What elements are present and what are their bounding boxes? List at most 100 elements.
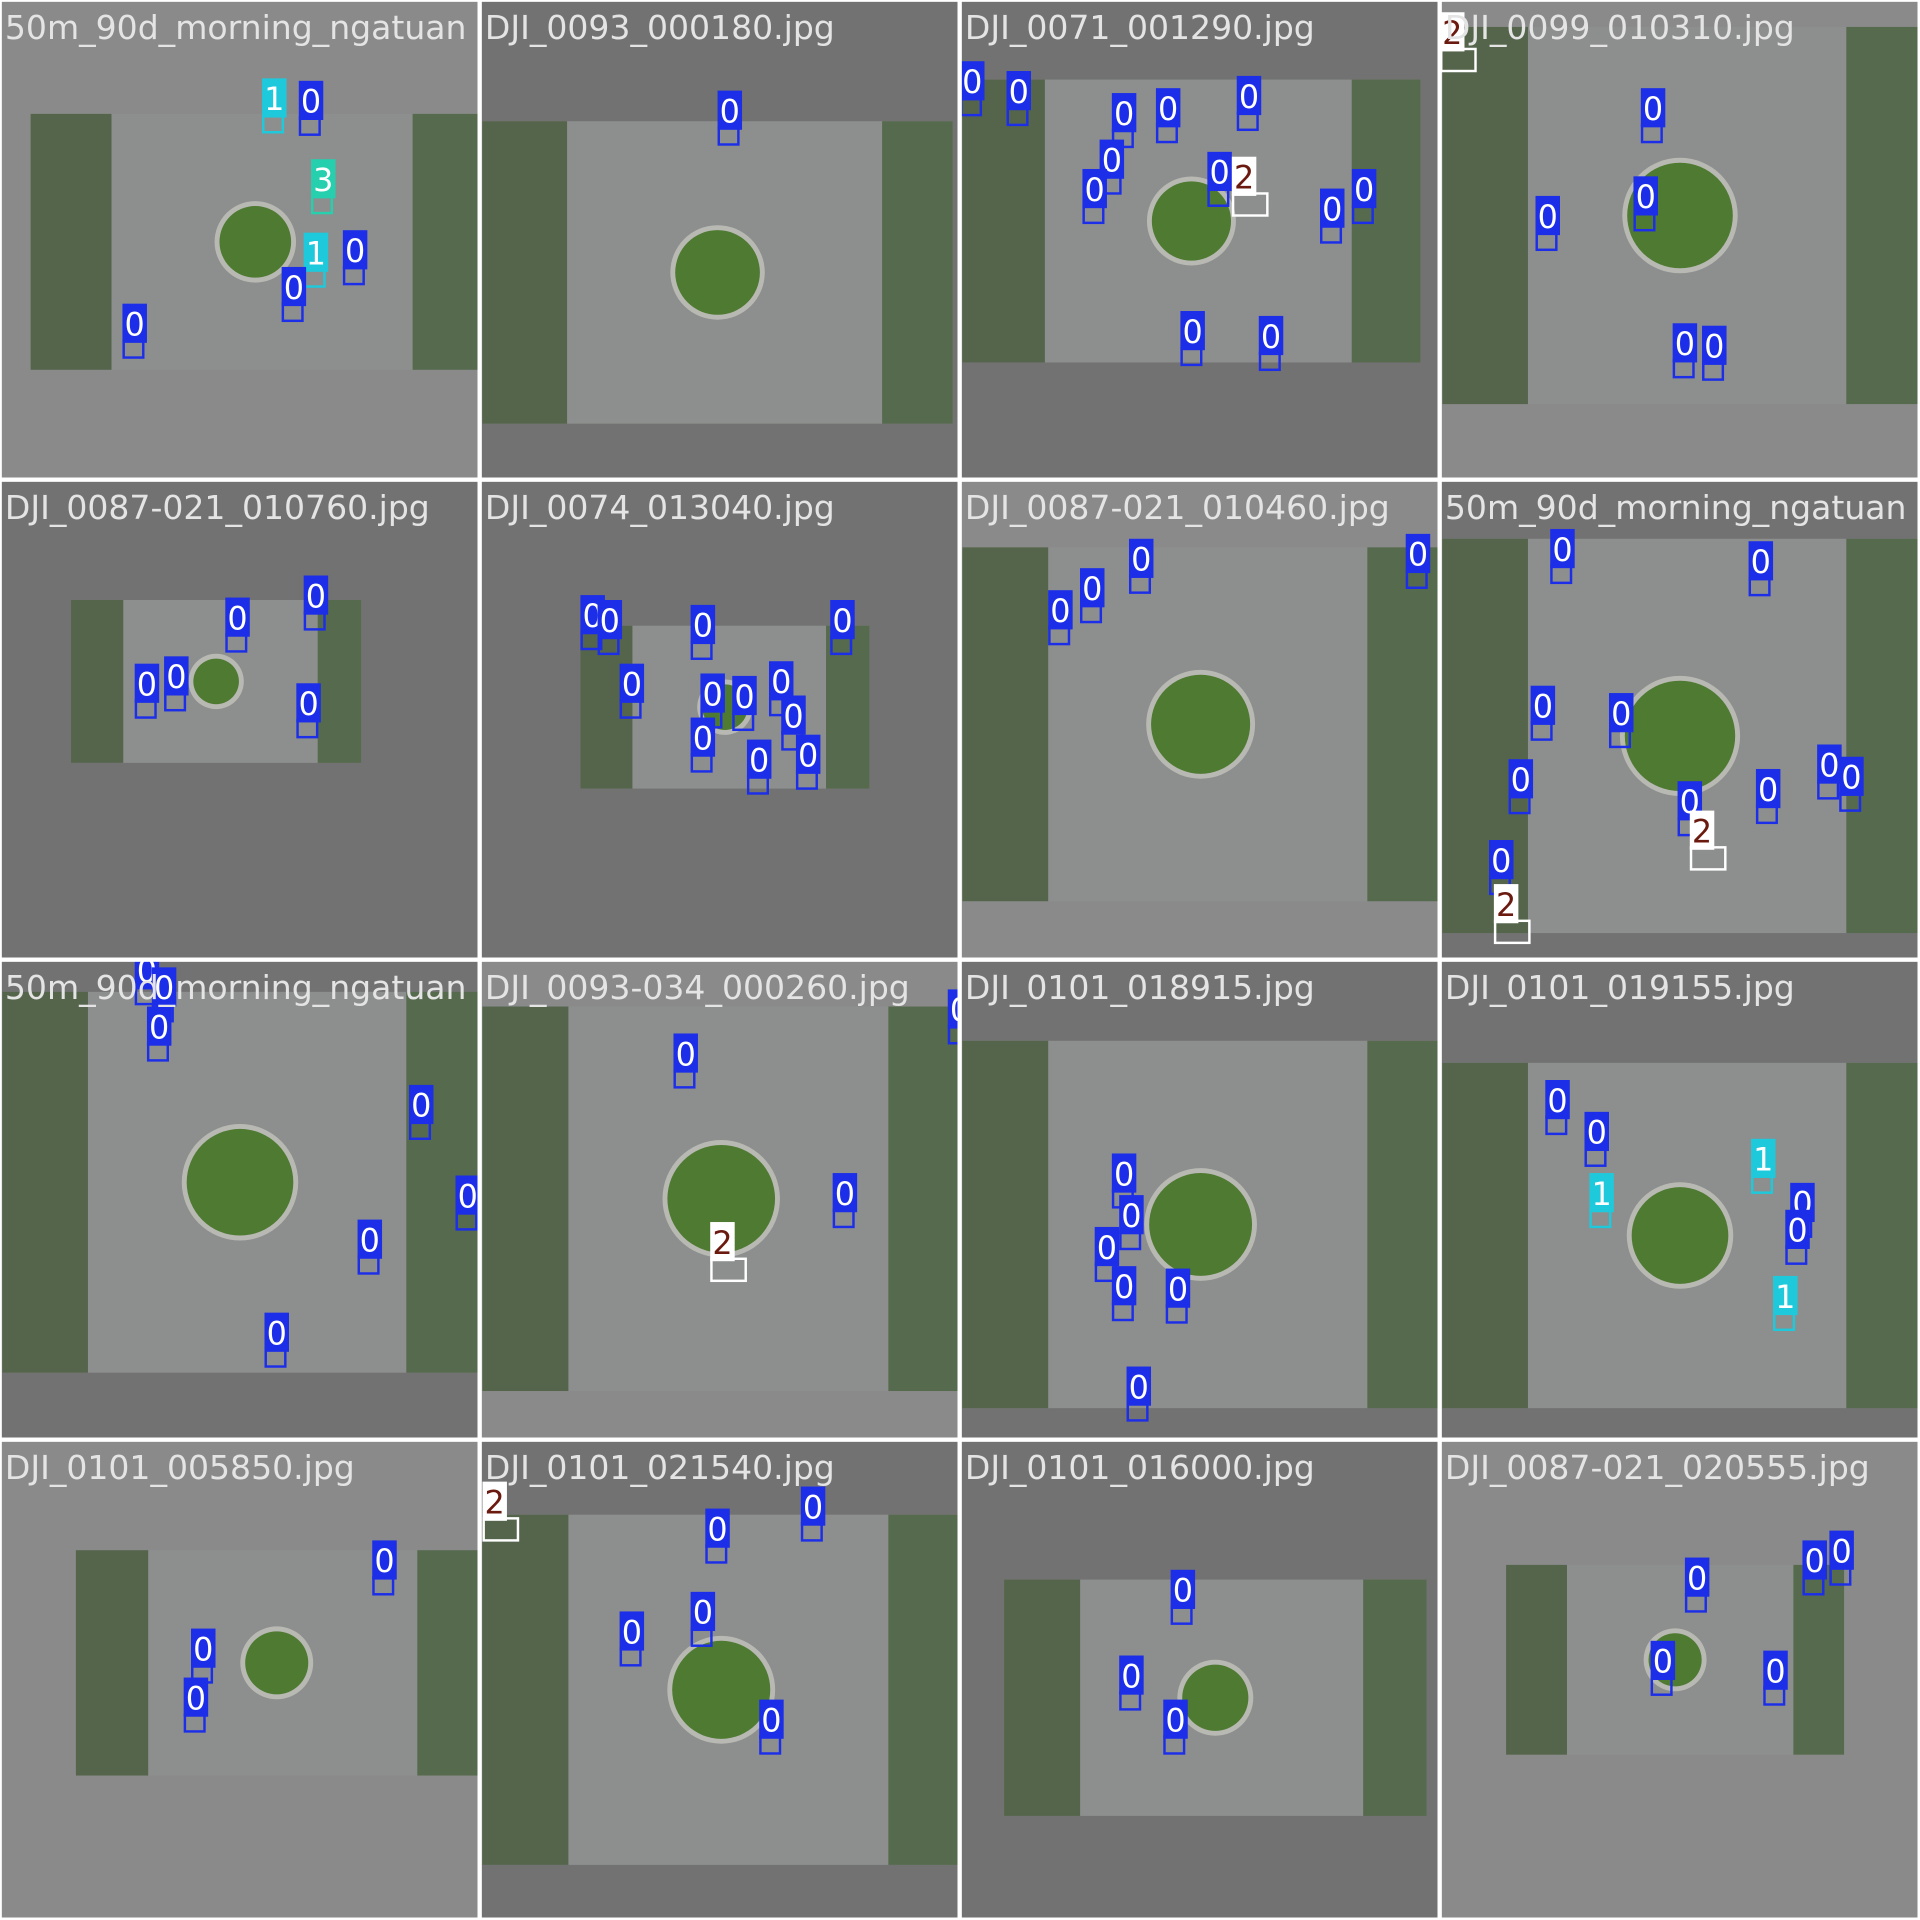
box-label: 0 [622, 1613, 642, 1651]
box-tag [1535, 195, 1560, 236]
box-tag [1550, 528, 1575, 569]
box-tag [1094, 1226, 1120, 1267]
box-label: 0 [1165, 1701, 1185, 1739]
box-label: 0 [693, 1594, 713, 1632]
box-tag [372, 1540, 397, 1580]
tile-border [1439, 1439, 1920, 1920]
box-tag [1640, 88, 1666, 128]
box-tag [1702, 325, 1727, 365]
box-tag [690, 1591, 716, 1632]
box-label: 0 [1085, 171, 1105, 209]
filename: DJI_0093-034_000260.jpg [485, 968, 910, 1007]
roundabout-grass [1151, 674, 1251, 774]
box-label: 0 [1129, 1368, 1149, 1406]
filename: 50m_90d_morning_ngatuan [5, 968, 467, 1007]
box-tag [1180, 311, 1205, 351]
box-tag [342, 230, 368, 270]
box-tag [1488, 840, 1514, 880]
photo-shade [30, 113, 112, 370]
box-tag [1440, 12, 1465, 52]
box-label: 2 [712, 1224, 732, 1262]
box-tag [1155, 88, 1181, 128]
filename: DJI_0074_013040.jpg [485, 488, 835, 527]
photo-shade [1846, 26, 1918, 405]
box-label: 0 [1114, 95, 1134, 133]
box-tag [281, 266, 307, 307]
box-tag [1839, 756, 1864, 796]
box-tag [1119, 1195, 1144, 1235]
box-label: 0 [1841, 759, 1861, 797]
box-tag [303, 232, 329, 272]
box-label: 0 [154, 969, 174, 1007]
box-tag [1748, 541, 1774, 581]
box-label: 0 [1751, 543, 1771, 581]
box-label: 0 [676, 1035, 696, 1073]
box-label: 2 [1234, 159, 1254, 197]
box-tag [311, 159, 336, 199]
box-label: 0 [1611, 695, 1631, 733]
box-label: 0 [1114, 1155, 1134, 1193]
box-tag [1751, 1138, 1776, 1178]
box-label: 0 [1121, 1657, 1141, 1695]
box-label: 0 [622, 666, 642, 704]
box-label: 2 [1692, 812, 1712, 850]
box-label: 0 [1173, 1572, 1193, 1610]
box-label: 0 [1758, 771, 1778, 809]
photo-shade [1846, 538, 1918, 934]
filename: DJI_0101_021540.jpg [485, 1448, 835, 1487]
box-label: 0 [693, 719, 713, 757]
box-label: 0 [707, 1510, 727, 1548]
box-tag [800, 1486, 826, 1526]
roundabout-grass [186, 1128, 294, 1236]
box-label: 0 [798, 737, 818, 775]
box-tag [1763, 1650, 1788, 1690]
filename: DJI_0087-021_010760.jpg [5, 488, 430, 527]
box-label: 0 [149, 1008, 169, 1046]
box-label: 3 [313, 161, 333, 199]
box-label: 0 [720, 92, 740, 130]
photo-shade [1004, 1579, 1081, 1816]
box-tag [673, 1033, 698, 1073]
box-label: 0 [137, 666, 157, 704]
box-label: 0 [284, 269, 304, 307]
box-label: 0 [125, 306, 145, 344]
tile-content: 0 0 0 DJI_0101_005850.jpg [0, 1440, 478, 1918]
box-tag [1508, 759, 1534, 799]
box-tag [1545, 1080, 1570, 1120]
box-label: 0 [1131, 541, 1151, 579]
box-label: 1 [306, 234, 326, 272]
box-label: 0 [1158, 90, 1178, 128]
box-tag [296, 683, 321, 723]
box-tag [455, 1175, 478, 1215]
box-tag [408, 1084, 434, 1125]
box-tag [1493, 884, 1519, 924]
box-tag [960, 61, 985, 101]
box-tag [1111, 1153, 1137, 1193]
box-label: 0 [835, 1175, 855, 1213]
photo-shade [962, 547, 1049, 902]
filename: DJI_0071_001290.jpg [965, 8, 1315, 47]
filename: DJI_0101_005850.jpg [5, 1448, 355, 1487]
box-tag [1773, 1275, 1798, 1316]
photo-shade [1846, 1062, 1918, 1409]
tile-content: 0 0 0 2 DJI_0093-034_000260.jpg [480, 960, 958, 1438]
box-tag [1170, 1569, 1196, 1609]
photo-shade [882, 121, 953, 424]
box-label: 0 [1643, 90, 1663, 128]
box-label: 0 [600, 602, 620, 640]
tile: 0 DJI_0093_000180.jpg [479, 0, 961, 481]
bounding-box [947, 1024, 958, 1045]
photo-shade [412, 113, 478, 370]
box-label: 0 [306, 577, 326, 615]
box-label: 0 [1511, 761, 1531, 799]
box-tag [1829, 1530, 1854, 1570]
box-tag [732, 675, 757, 716]
box-tag [690, 717, 716, 757]
filename: DJI_0087-021_020555.jpg [1445, 1448, 1870, 1487]
photo-shade [1442, 26, 1528, 405]
